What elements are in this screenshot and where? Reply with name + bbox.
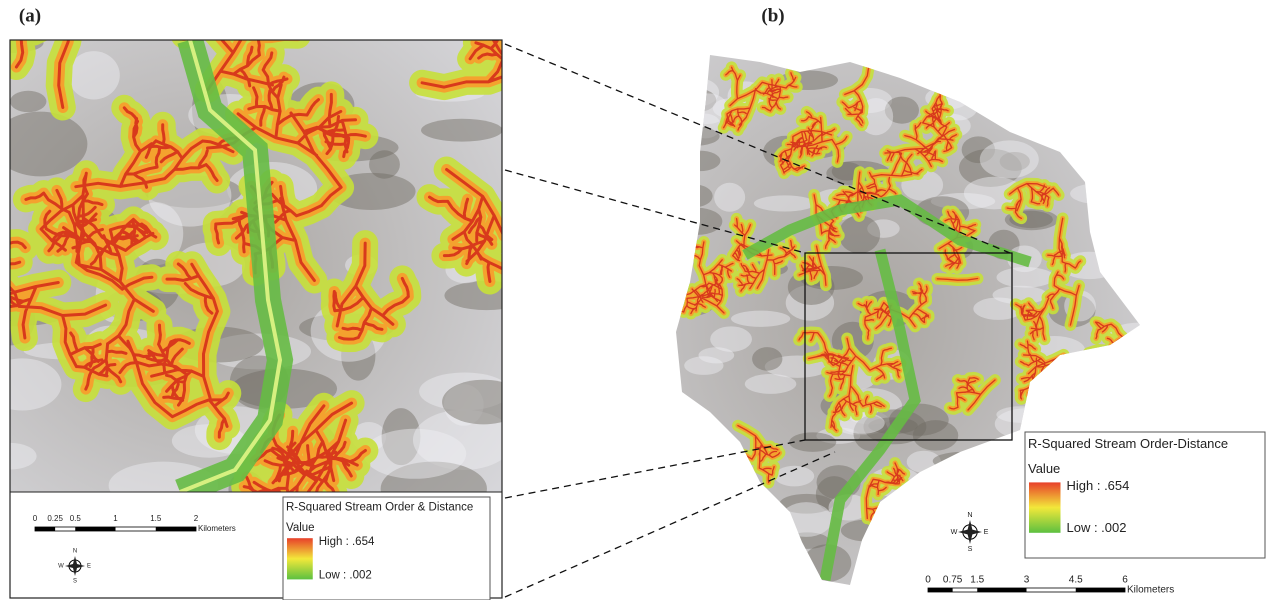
terrain: [1071, 51, 1103, 84]
compass-e: E: [984, 527, 989, 536]
legend-field: Value: [286, 522, 315, 534]
legend-field: Value: [1028, 461, 1060, 476]
scale-tick-label: 0: [33, 514, 38, 523]
legend-ramp: [287, 538, 313, 579]
terrain: [681, 523, 739, 560]
compass-w: W: [951, 527, 958, 536]
scale-tick-label: 1.5: [970, 575, 984, 586]
legend-title: R-Squared Stream Order-Distance: [1028, 436, 1228, 451]
scale-tick-label: 2: [194, 514, 199, 523]
compass-s: S: [73, 579, 77, 585]
scale-tick-label: 1: [113, 514, 118, 523]
terrain: [980, 140, 1039, 178]
terrain: [880, 512, 919, 529]
panel-label: (a): [19, 5, 41, 26]
scale-tick-label: 3: [1024, 575, 1030, 586]
terrain: [748, 556, 801, 582]
scale-tick-label: 1.5: [150, 514, 162, 523]
scale-segment: [35, 527, 55, 531]
terrain: [789, 432, 836, 451]
terrain: [754, 195, 816, 211]
terrain: [442, 380, 525, 425]
scale-tick-label: 0.75: [943, 575, 963, 586]
scale-tick-label: 0.25: [47, 514, 63, 523]
terrain: [10, 91, 46, 112]
terrain: [905, 491, 943, 513]
scale-tick-label: 4.5: [1069, 575, 1083, 586]
terrain: [655, 470, 717, 492]
scale-tick-label: 0: [925, 575, 931, 586]
compass-w: W: [58, 564, 64, 570]
terrain: [980, 87, 1045, 108]
legend-ramp: [1029, 482, 1061, 532]
legend-title: R-Squared Stream Order & Distance: [286, 501, 473, 513]
compass-e: E: [87, 564, 91, 570]
compass-n: N: [967, 510, 972, 519]
terrain: [1044, 98, 1079, 136]
figure: (a) R-Squared Stream Order & Distance Valu…: [0, 0, 1280, 600]
terrain: [679, 151, 720, 172]
terrain: [933, 452, 991, 470]
terrain: [1093, 403, 1138, 435]
terrain: [752, 347, 782, 371]
scale-segment: [977, 588, 1026, 592]
scale-unit: Kilometers: [1127, 585, 1174, 596]
compass-star: [958, 520, 982, 544]
compass-n: N: [73, 549, 77, 555]
scale-segment: [1076, 588, 1125, 592]
terrain: [1005, 104, 1048, 128]
legend-high: High : .654: [1067, 478, 1130, 493]
scale-segment: [75, 527, 115, 531]
scale-segment: [928, 588, 953, 592]
terrain: [1102, 187, 1134, 221]
terrain: [714, 183, 745, 212]
terrain: [363, 429, 466, 479]
scale-tick-label: 0.5: [70, 514, 82, 523]
legend-low: Low : .002: [1067, 520, 1127, 535]
panel-label: (b): [761, 5, 784, 26]
terrain: [1034, 371, 1066, 401]
terrain: [780, 502, 832, 537]
terrain: [731, 311, 790, 327]
legend-high: High : .654: [319, 536, 375, 548]
scale-segment: [156, 527, 196, 531]
scale-unit: Kilometers: [198, 524, 236, 533]
compass-s: S: [968, 544, 973, 553]
terrain: [897, 497, 953, 515]
terrain: [1062, 72, 1114, 96]
terrain: [1039, 410, 1094, 429]
legend-low: Low : .002: [319, 569, 372, 581]
terrain: [1005, 53, 1070, 70]
terrain: [421, 119, 503, 142]
terrain: [667, 126, 720, 146]
terrain: [1097, 159, 1147, 175]
compass-star: [65, 556, 85, 576]
terrain: [68, 51, 120, 99]
terrain: [724, 558, 762, 585]
terrain: [1090, 78, 1146, 95]
terrain: [672, 208, 722, 235]
terrain: [1079, 71, 1135, 98]
map-a: [0, 0, 557, 526]
terrain: [1070, 183, 1129, 204]
connector: [505, 452, 835, 597]
terrain: [675, 184, 713, 207]
terrain: [684, 356, 723, 375]
